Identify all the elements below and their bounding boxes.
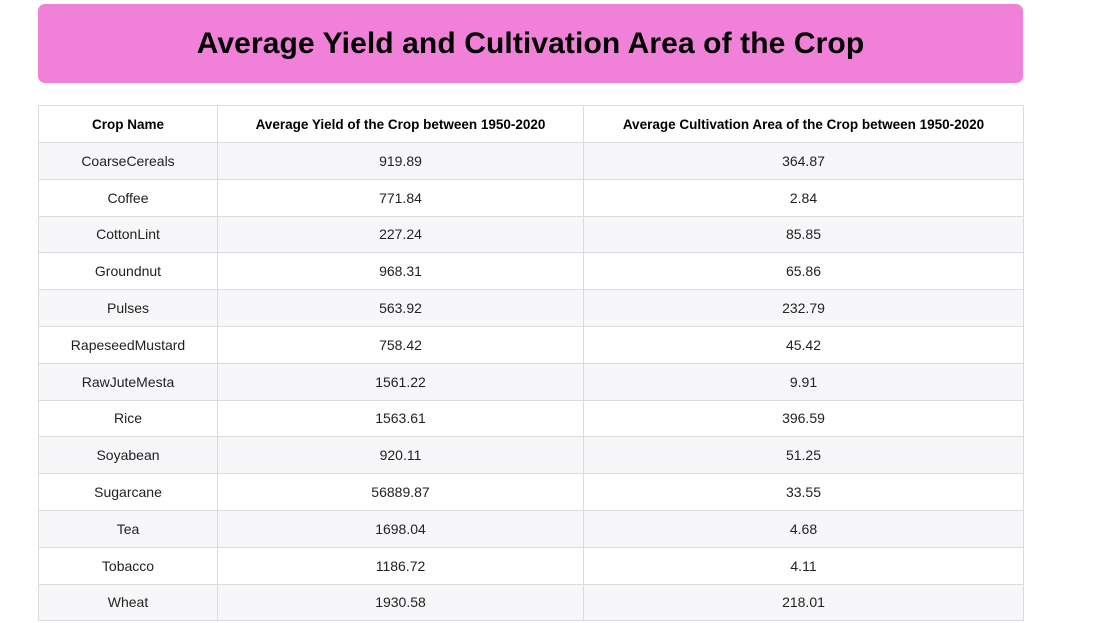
cell-average-yield: 1930.58 [217,583,584,622]
cell-average-yield: 758.42 [217,325,584,364]
table-row: CoarseCereals 919.89 364.87 [38,142,1024,180]
cell-crop-name: Groundnut [38,252,218,291]
table-row: RawJuteMesta 1561.22 9.91 [38,362,1024,401]
table-row: Tobacco 1186.72 4.11 [38,546,1024,585]
cell-average-area: 232.79 [583,289,1024,327]
column-header-average-yield: Average Yield of the Crop between 1950-2… [217,105,584,143]
cell-average-area: 364.87 [583,142,1024,180]
cell-crop-name: Sugarcane [38,473,218,511]
table-row: Coffee 771.84 2.84 [38,178,1024,217]
table-row: Soyabean 920.11 51.25 [38,436,1024,475]
cell-average-yield: 1186.72 [217,546,584,585]
cell-average-yield: 563.92 [217,289,584,327]
cell-average-area: 4.11 [583,546,1024,585]
cell-average-yield: 920.11 [217,436,584,475]
table-row: Pulses 563.92 232.79 [38,289,1024,327]
table-header: Crop Name Average Yield of the Crop betw… [38,105,1024,143]
cell-crop-name: CottonLint [38,215,218,254]
table-row: Sugarcane 56889.87 33.55 [38,473,1024,511]
column-header-average-area: Average Cultivation Area of the Crop bet… [583,105,1024,143]
table-row: Rice 1563.61 396.59 [38,399,1024,438]
cell-average-yield: 1698.04 [217,509,584,548]
cell-crop-name: Tea [38,509,218,548]
crop-table-container: Crop Name Average Yield of the Crop betw… [38,105,1024,622]
cell-crop-name: Wheat [38,583,218,622]
cell-average-yield: 56889.87 [217,473,584,511]
crop-table: Crop Name Average Yield of the Crop betw… [38,105,1024,622]
table-row: RapeseedMustard 758.42 45.42 [38,325,1024,364]
cell-crop-name: RawJuteMesta [38,362,218,401]
cell-average-area: 51.25 [583,436,1024,475]
cell-crop-name: Coffee [38,178,218,217]
cell-average-yield: 968.31 [217,252,584,291]
cell-crop-name: Rice [38,399,218,438]
cell-crop-name: CoarseCereals [38,142,218,180]
cell-average-area: 85.85 [583,215,1024,254]
cell-average-yield: 1563.61 [217,399,584,438]
cell-average-area: 9.91 [583,362,1024,401]
cell-average-area: 4.68 [583,509,1024,548]
cell-average-area: 65.86 [583,252,1024,291]
cell-crop-name: Pulses [38,289,218,327]
cell-crop-name: RapeseedMustard [38,325,218,364]
table-row: Groundnut 968.31 65.86 [38,252,1024,291]
cell-average-area: 45.42 [583,325,1024,364]
page-title: Average Yield and Cultivation Area of th… [196,26,865,60]
cell-average-area: 2.84 [583,178,1024,217]
table-row: Wheat 1930.58 218.01 [38,583,1024,622]
header-row: Crop Name Average Yield of the Crop betw… [38,105,1024,143]
cell-average-yield: 227.24 [217,215,584,254]
cell-average-area: 396.59 [583,399,1024,438]
table-row: CottonLint 227.24 85.85 [38,215,1024,254]
table-body: CoarseCereals 919.89 364.87 Coffee 771.84 2.8… [38,142,1024,622]
column-header-crop-name: Crop Name [38,105,218,143]
title-banner: Average Yield and Cultivation Area of th… [38,4,1023,83]
table-row: Tea 1698.04 4.68 [38,509,1024,548]
cell-average-yield: 919.89 [217,142,584,180]
cell-average-area: 33.55 [583,473,1024,511]
cell-crop-name: Tobacco [38,546,218,585]
cell-average-area: 218.01 [583,583,1024,622]
cell-average-yield: 771.84 [217,178,584,217]
cell-average-yield: 1561.22 [217,362,584,401]
cell-crop-name: Soyabean [38,436,218,475]
